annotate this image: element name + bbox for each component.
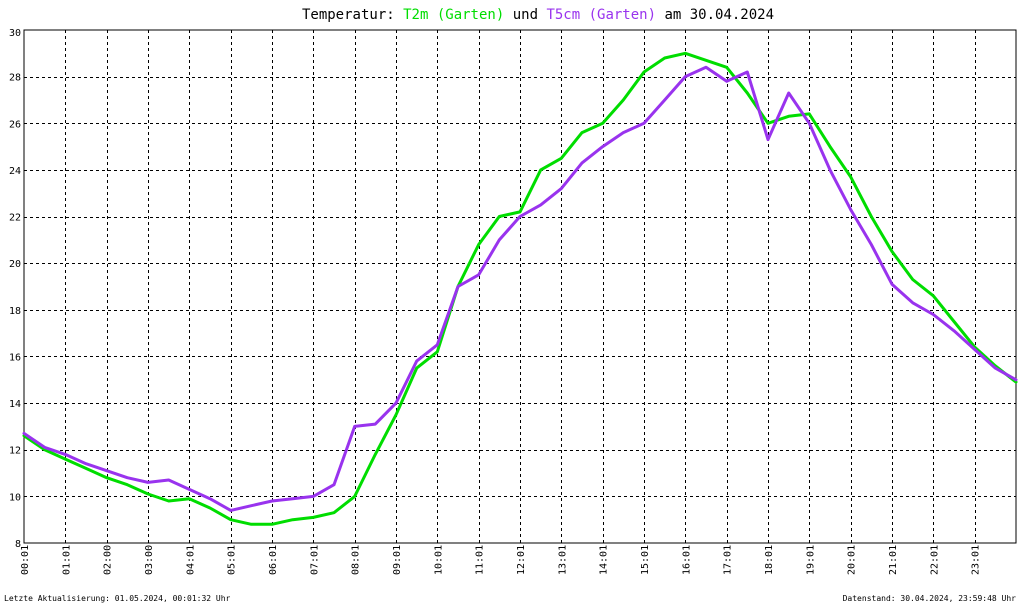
x-tick-label: 20:01	[847, 545, 858, 575]
x-axis-ticks: 00:01 01:01 02:00 03:00 04:01 05:01 06:01 07:01…	[20, 545, 982, 575]
x-tick-label: 19:01	[805, 545, 816, 575]
x-tick-label: 16:01	[681, 545, 692, 575]
x-tick-label: 18:01	[764, 545, 775, 575]
x-tick-label: 07:01	[309, 545, 320, 575]
y-tick-label: 30	[9, 28, 21, 39]
y-axis-ticks: 8 10 12 14 16 18 20 22 24 26 28 30	[9, 28, 21, 550]
x-tick-label: 11:01	[475, 545, 486, 575]
x-tick-label: 15:01	[640, 545, 651, 575]
series-line-1	[22, 65, 1018, 512]
y-tick-label: 26	[9, 119, 21, 130]
y-tick-label: 28	[9, 73, 21, 84]
x-tick-label: 01:01	[61, 545, 72, 575]
x-tick-label: 05:01	[227, 545, 238, 575]
chart-title: Temperatur: T2m (Garten) und T5cm (Garte…	[302, 7, 774, 23]
grid	[24, 30, 1016, 543]
y-tick-label: 24	[9, 166, 21, 177]
x-tick-label: 21:01	[888, 545, 899, 575]
y-tick-label: 12	[9, 446, 21, 457]
title-part-3: T5cm (Garten)	[546, 7, 656, 23]
x-tick-label: 09:01	[392, 545, 403, 575]
title-part-2: und	[504, 7, 546, 23]
plot-frame	[23, 29, 1017, 544]
footer-last-update: Letzte Aktualisierung: 01.05.2024, 00:01…	[4, 594, 231, 603]
title-part-4: am 30.04.2024	[656, 7, 774, 23]
x-tick-label: 13:01	[557, 545, 568, 575]
y-tick-label: 10	[9, 492, 21, 503]
x-tick-label: 06:01	[268, 545, 279, 575]
y-tick-label: 14	[9, 399, 21, 410]
footer-data-status: Datenstand: 30.04.2024, 23:59:48 Uhr	[843, 594, 1017, 603]
y-tick-label: 18	[9, 306, 21, 317]
x-tick-label: 12:01	[516, 545, 527, 575]
x-tick-label: 02:00	[103, 545, 114, 575]
x-tick-label: 10:01	[433, 545, 444, 575]
y-tick-label: 16	[9, 352, 21, 363]
series-layer	[22, 51, 1018, 526]
x-tick-label: 17:01	[723, 545, 734, 575]
x-tick-label: 04:01	[185, 545, 196, 575]
y-tick-label: 22	[9, 213, 21, 224]
title-part-0: Temperatur:	[302, 7, 403, 23]
x-tick-label: 00:01	[20, 545, 31, 575]
y-tick-label: 20	[9, 259, 21, 270]
x-tick-label: 08:01	[351, 545, 362, 575]
x-tick-label: 03:00	[144, 545, 155, 575]
series-line-0	[22, 51, 1018, 526]
x-tick-label: 14:01	[599, 545, 610, 575]
x-tick-label: 23:01	[971, 545, 982, 575]
x-tick-label: 22:01	[929, 545, 940, 575]
y-tick-label: 8	[15, 539, 21, 550]
title-part-1: T2m (Garten)	[403, 7, 504, 23]
